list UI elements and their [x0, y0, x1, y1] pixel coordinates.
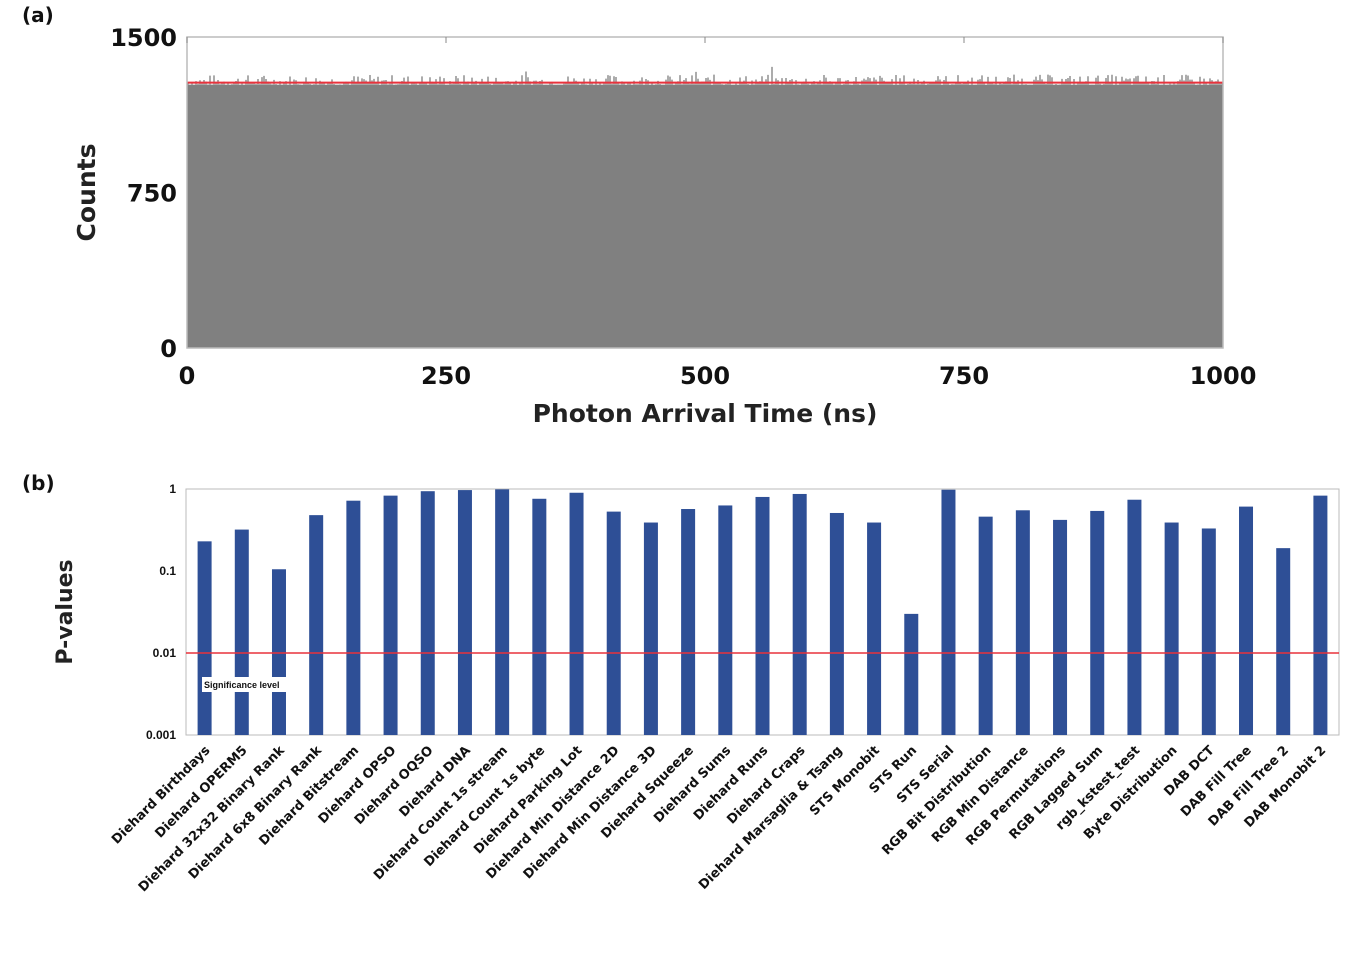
p-value-bar: [941, 489, 956, 735]
y-tick-label: 1: [169, 482, 176, 496]
histogram-fill: [187, 84, 1223, 348]
p-value-bar: [978, 516, 993, 735]
category-label: Diehard 32x32 Binary Rank: [136, 743, 288, 895]
p-value-bar: [1201, 528, 1216, 735]
significance-label-background: [202, 677, 296, 692]
y-tick-label: 0.1: [159, 564, 176, 578]
y-tick-labels-b: 1 0.1 0.01 0.001: [146, 482, 176, 742]
significance-label: Significance level: [204, 680, 280, 690]
p-value-bar: [234, 529, 249, 735]
y-tick-label: 0.01: [153, 646, 177, 660]
tick-marks-a: [186, 37, 1224, 43]
p-value-bar: [1164, 522, 1179, 735]
y-axis-label-a: Counts: [72, 144, 101, 242]
p-value-bar: [1015, 510, 1030, 735]
p-value-bar: [457, 490, 472, 735]
p-value-bar: [867, 522, 882, 735]
p-value-bar: [1313, 495, 1328, 735]
x-tick-label: 1000: [1190, 362, 1257, 390]
p-value-bar: [1090, 510, 1105, 735]
panel-a: (a) 0 750 1500 0 250 500 750 1000 Counts Photo…: [22, 3, 1256, 428]
p-value-bar: [495, 489, 510, 735]
p-value-bar: [681, 509, 696, 735]
p-value-bar: [383, 495, 398, 735]
y-tick-label: 1500: [110, 24, 177, 52]
p-value-bar: [829, 512, 844, 735]
p-value-bar: [1239, 506, 1254, 735]
p-value-bar: [532, 498, 547, 735]
panel-b: (b) Significance level 1 0.1 0.01 0.001 Die…: [22, 471, 1340, 895]
p-value-bar: [904, 613, 919, 735]
x-tick-label: 0: [179, 362, 196, 390]
p-value-bars: [197, 489, 1328, 735]
x-tick-label: 250: [421, 362, 471, 390]
p-value-bar: [346, 500, 361, 735]
p-value-bar: [606, 511, 621, 735]
p-value-bar: [792, 493, 807, 735]
p-value-bar: [1127, 499, 1142, 735]
y-tick-labels-a: 0 750 1500: [110, 24, 177, 363]
p-value-bar: [1276, 548, 1291, 735]
y-tick-label: 750: [127, 180, 177, 208]
panel-a-label: (a): [22, 3, 54, 27]
y-axis-label-b: P-values: [53, 559, 78, 664]
x-axis-label-a: Photon Arrival Time (ns): [533, 399, 878, 428]
p-value-bar: [309, 515, 324, 735]
p-value-bar: [420, 491, 435, 735]
y-tick-label: 0: [160, 335, 177, 363]
p-value-bar: [569, 492, 584, 735]
y-tick-label: 0.001: [146, 728, 176, 742]
p-value-bar: [718, 505, 733, 735]
x-tick-label: 500: [680, 362, 730, 390]
p-value-bar: [755, 496, 770, 735]
p-value-bar: [643, 522, 658, 735]
panel-b-label: (b): [22, 471, 55, 495]
x-tick-labels-a: 0 250 500 750 1000: [179, 362, 1257, 390]
x-tick-label: 750: [939, 362, 989, 390]
p-value-bar: [1053, 519, 1068, 735]
p-value-bar: [197, 541, 212, 735]
p-value-bar: [271, 569, 286, 735]
